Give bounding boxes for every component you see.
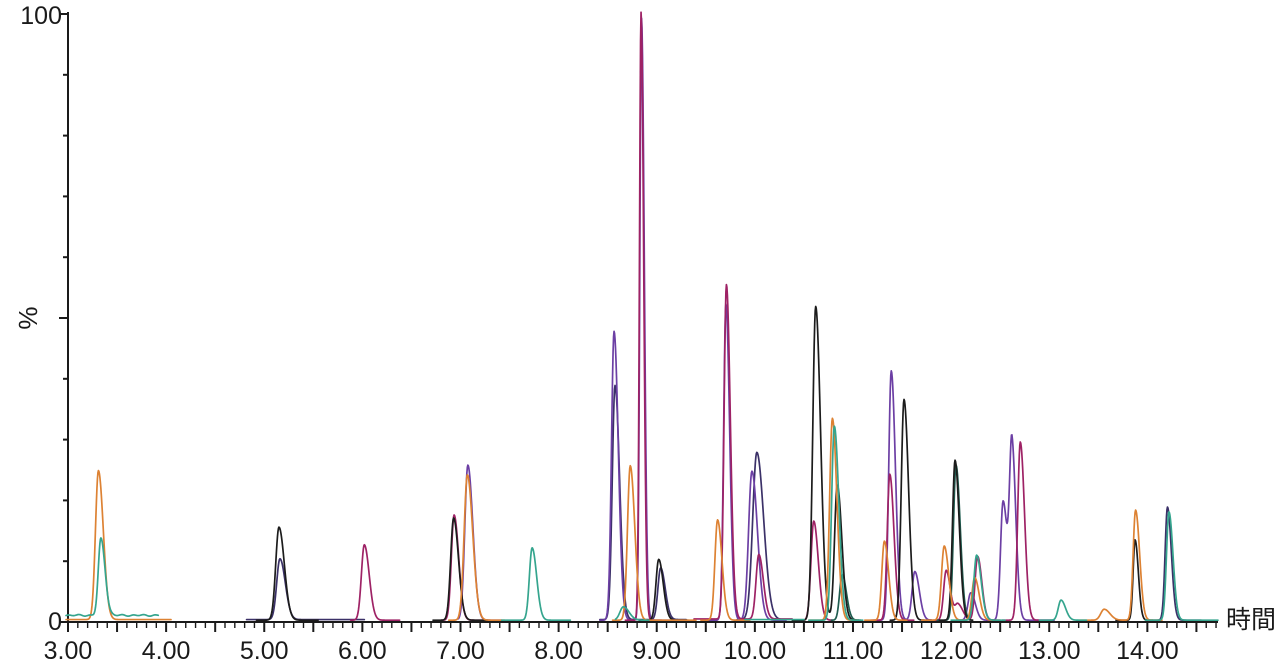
black-trace (791, 305, 862, 622)
y-axis-max-tick-label: 100 (20, 2, 62, 30)
orange-trace (700, 519, 751, 622)
orange-trace (65, 469, 172, 621)
teal-trace (500, 546, 572, 622)
orange-trace (447, 474, 506, 622)
teal-trace (614, 605, 650, 622)
crimson-trace (349, 543, 401, 622)
teal-trace (950, 554, 1006, 622)
teal-trace (807, 425, 864, 622)
navy-trace (598, 384, 688, 621)
violet-trace (457, 464, 503, 622)
x-tick-label: 14.00 (1116, 637, 1179, 665)
orange-trace (1077, 509, 1163, 622)
x-tick-label: 6.00 (338, 637, 387, 665)
teal-trace (1144, 511, 1219, 622)
x-tick-label: 10.00 (724, 637, 787, 665)
x-tick-label: 9.00 (632, 637, 681, 665)
teal-trace (65, 537, 160, 617)
x-tick-label: 7.00 (436, 637, 485, 665)
crimson-trace (869, 473, 915, 622)
navy-trace (245, 557, 366, 621)
violet-trace (704, 303, 788, 622)
black-trace (1115, 539, 1154, 622)
x-tick-label: 13.00 (1018, 637, 1081, 665)
orange-trace (863, 540, 908, 622)
y-axis-title: % (13, 306, 43, 330)
x-axis-title: 時間 (1226, 606, 1277, 634)
x-tick-label: 11.00 (823, 637, 884, 665)
teal-trace (1038, 599, 1088, 622)
x-tick-label: 12.00 (920, 637, 983, 665)
y-axis-min-tick-label: 0 (48, 608, 62, 636)
crimson-trace (693, 283, 793, 620)
orange-trace (611, 464, 697, 622)
black-trace (255, 526, 320, 622)
black-trace (432, 517, 489, 622)
black-trace (938, 459, 974, 622)
violet-trace (955, 434, 1055, 622)
x-tick-label: 8.00 (534, 637, 583, 665)
x-tick-label: 4.00 (142, 637, 191, 665)
x-tick-label: 3.00 (44, 637, 93, 665)
x-tick-label: 5.00 (240, 637, 289, 665)
